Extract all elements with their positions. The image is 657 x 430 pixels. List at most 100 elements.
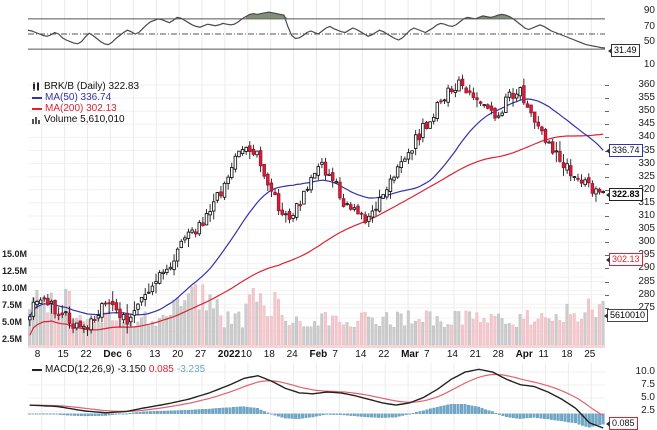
macd-tick: 7.5 xyxy=(641,379,655,390)
price-tick: 305 xyxy=(638,223,655,235)
volume-tick: 12.5M xyxy=(2,266,28,276)
date-tick: 18 xyxy=(561,349,573,360)
legend-row-ma50: MA(50) 336.74 xyxy=(32,92,139,103)
price-tick: 280 xyxy=(638,288,655,300)
macd-value-3: -3.235 xyxy=(176,364,206,375)
price-tick-mark xyxy=(605,189,609,191)
price-plot xyxy=(28,68,605,345)
price-tick-mark xyxy=(605,202,609,204)
price-tick-mark xyxy=(605,294,609,296)
date-tick: 28 xyxy=(492,349,504,360)
price-tick-mark xyxy=(605,255,609,257)
legend-row-macd: MACD(12,26,9) -3.150 0.085 -3.235 xyxy=(32,364,205,375)
date-tick: Feb xyxy=(309,349,328,360)
price-tick-mark xyxy=(605,98,609,100)
price-tick: 320 xyxy=(638,183,655,195)
legend-row-ma200: MA(200) 302.13 xyxy=(32,103,139,114)
price-tick: 275 xyxy=(638,301,655,313)
rsi-plot xyxy=(28,0,605,68)
date-tick: 24 xyxy=(286,349,298,360)
price-tick-mark xyxy=(605,85,609,86)
price-tick: 295 xyxy=(638,249,655,261)
price-tick: 350 xyxy=(638,105,655,117)
price-tick: 360 xyxy=(638,79,655,90)
macd-value-2: 0.085 xyxy=(148,364,174,375)
macd-plot xyxy=(28,363,605,430)
rsi-tick: 70 xyxy=(643,21,655,32)
date-tick: 2022 xyxy=(217,349,241,360)
date-tick: 10 xyxy=(240,349,252,360)
ma50-swatch xyxy=(32,96,42,99)
date-tick: 13 xyxy=(149,349,161,360)
date-tick: 7 xyxy=(423,349,430,360)
macd-axis: 10.0 7.5 5.0 2.5 0.085 xyxy=(605,363,657,430)
macd-tick: 2.5 xyxy=(641,405,655,416)
volume-value-label: 5610010 xyxy=(603,309,649,322)
price-tick-mark xyxy=(605,229,609,231)
macd-value-1: -3.150 xyxy=(117,364,146,375)
price-series xyxy=(28,68,605,345)
price-tick-mark xyxy=(605,242,609,244)
last-price-label: 322.83 xyxy=(606,188,643,201)
legend-title: BRK/B (Daily) 322.83 xyxy=(44,81,140,92)
price-tick: 330 xyxy=(638,157,655,169)
date-tick: 20 xyxy=(172,349,184,360)
date-tick: Mar xyxy=(401,349,419,360)
chart-legend: BRK/B (Daily) 322.83 MA(50) 336.74 MA(20… xyxy=(32,81,139,125)
price-tick-mark xyxy=(605,307,609,309)
date-tick: 22 xyxy=(378,349,390,360)
date-axis-band xyxy=(28,345,605,348)
price-tick: 325 xyxy=(638,170,655,182)
date-tick: 6 xyxy=(126,349,132,360)
rsi-value-label: 31.49 xyxy=(608,44,640,57)
legend-volume: Volume 5,610,010 xyxy=(44,114,125,125)
volume-bars-icon xyxy=(32,115,41,124)
date-tick: 15 xyxy=(57,349,69,360)
rsi-axis: 90 70 50 10 31.49 xyxy=(605,0,657,70)
price-tick-mark xyxy=(605,163,609,165)
rsi-tick: 90 xyxy=(643,5,655,16)
macd-panel: MACD(12,26,9) -3.150 0.085 -3.235 10.0 7… xyxy=(0,363,657,430)
price-panel: BRK/B (Daily) 322.83 MA(50) 336.74 MA(20… xyxy=(0,68,657,345)
price-tick-mark xyxy=(605,137,609,139)
macd-series xyxy=(28,363,605,430)
legend-ma50: MA(50) 336.74 xyxy=(45,92,112,103)
macd-tick: 5.0 xyxy=(641,392,655,403)
macd-legend: MACD(12,26,9) -3.150 0.085 -3.235 xyxy=(32,364,205,375)
price-tick-mark xyxy=(605,176,609,178)
date-tick: 21 xyxy=(469,349,481,360)
date-tick: 25 xyxy=(584,349,596,360)
volume-tick: 7.5M xyxy=(2,300,23,310)
date-tick: Apr xyxy=(515,349,533,360)
volume-axis: 15.0M 12.5M 10.0M 7.5M 5.0M 2.5M xyxy=(0,68,28,345)
rsi-panel: 90 70 50 10 31.49 xyxy=(0,0,657,70)
price-tick: 290 xyxy=(638,262,655,274)
macd-label: MACD(12,26,9) xyxy=(45,364,115,375)
macd-hist-label: 0.085 xyxy=(606,417,638,430)
price-tick-mark xyxy=(605,124,609,126)
price-tick-mark xyxy=(605,268,609,270)
ma200-swatch xyxy=(32,107,42,110)
price-tick-mark xyxy=(605,111,609,113)
volume-tick: 15.0M xyxy=(2,249,28,259)
macd-swatch xyxy=(32,368,42,371)
date-tick: 18 xyxy=(263,349,275,360)
macd-tick: 10.0 xyxy=(635,366,655,377)
ma50-value-label: 336.74 xyxy=(606,144,643,157)
volume-tick: 10.0M xyxy=(2,283,28,293)
price-tick: 340 xyxy=(638,131,655,143)
volume-tick: 5.0M xyxy=(2,317,23,327)
legend-row-title: BRK/B (Daily) 322.83 xyxy=(32,81,139,92)
volume-tick: 2.5M xyxy=(2,334,23,344)
date-tick: 14 xyxy=(355,349,367,360)
legend-row-volume: Volume 5,610,010 xyxy=(32,114,139,125)
price-tick-mark xyxy=(605,281,609,283)
ma200-value-label: 302.13 xyxy=(606,253,643,266)
price-tick: 335 xyxy=(638,144,655,156)
date-tick: 11 xyxy=(538,349,549,360)
price-tick: 285 xyxy=(638,275,655,287)
price-tick-mark xyxy=(605,216,609,217)
rsi-tick: 10 xyxy=(643,59,655,70)
legend-ma200: MA(200) 302.13 xyxy=(45,103,117,114)
